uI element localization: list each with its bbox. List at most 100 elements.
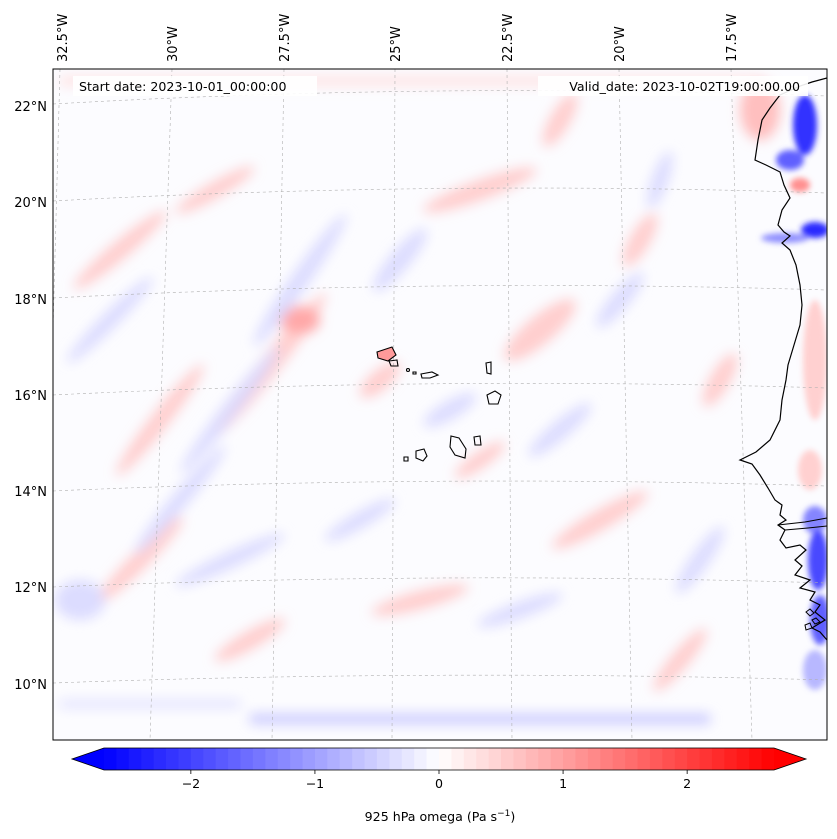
colorbar-cell xyxy=(761,748,775,770)
colorbar-cell xyxy=(575,748,589,770)
african-coastline xyxy=(738,77,827,641)
wave-band-negative xyxy=(55,151,725,628)
lon-label: 22.5°W xyxy=(501,14,516,62)
colorbar-cell xyxy=(563,748,576,770)
longitude-labels: 32.5°W 30°W 27.5°W 25°W 22.5°W 20°W 17.5… xyxy=(56,14,740,62)
colorbar-cell xyxy=(625,748,638,770)
island-sal xyxy=(485,361,492,375)
colorbar-cell xyxy=(290,748,303,770)
gridlines xyxy=(53,69,827,740)
colorbar-cell xyxy=(687,748,700,770)
colorbar-cell xyxy=(414,748,427,770)
lon-label: 17.5°W xyxy=(725,14,740,62)
colorbar-cell xyxy=(265,748,279,770)
colorbar-cell xyxy=(401,748,415,770)
lat-label: 20°N xyxy=(14,196,47,211)
start-date-box: Start date: 2023-10-01_00:00:00 xyxy=(73,76,317,96)
lon-label: 25°W xyxy=(389,26,404,62)
colorbar-cell xyxy=(215,748,229,770)
colorbar-cell xyxy=(116,748,130,770)
colorbar-outline xyxy=(70,747,808,771)
colorbar-cell xyxy=(538,748,552,770)
colorbar-cell xyxy=(252,748,266,770)
colorbar-cell xyxy=(513,748,527,770)
map-panel: Start date: 2023-10-01_00:00:00 Valid_da… xyxy=(53,69,827,740)
colorbar-cell xyxy=(724,748,738,770)
colorbar-cell xyxy=(600,748,614,770)
colorbar-cell xyxy=(426,748,440,770)
colorbar-cell xyxy=(352,748,365,770)
colorbar-cell xyxy=(439,748,452,770)
coast-gambia-inlet xyxy=(777,517,827,531)
colorbar-ticks: −2 −1 0 1 2 xyxy=(182,770,691,791)
colorbar-cell xyxy=(339,748,353,770)
colorbar-tick-label: −2 xyxy=(182,776,201,791)
wave-band-positive xyxy=(73,80,780,692)
colorbar-cell xyxy=(314,748,328,770)
colorbar-cell xyxy=(662,748,676,770)
colorbar-cell xyxy=(277,748,291,770)
colorbar-cell xyxy=(749,748,762,770)
colorbar-cell xyxy=(488,748,502,770)
island-boa-vista xyxy=(486,390,502,405)
latitude-labels: 22°N 20°N 18°N 16°N 14°N 12°N 10°N xyxy=(14,100,47,693)
colorbar-cell xyxy=(128,748,142,770)
colorbar-tick-label: −1 xyxy=(306,776,325,791)
colorbar-cell xyxy=(376,748,390,770)
colorbar-cell xyxy=(699,748,713,770)
colorbar-cell xyxy=(240,748,254,770)
colorbar-cell xyxy=(612,748,626,770)
colorbar-tick-label: 2 xyxy=(683,776,691,791)
valid-date-label: Valid_date: 2023-10-02T19:00:00.00 xyxy=(569,79,800,94)
colorbar-cell xyxy=(389,748,403,770)
lon-label: 32.5°W xyxy=(56,14,71,62)
colorbar-cell xyxy=(364,748,378,770)
colorbar-cell xyxy=(587,748,601,770)
lon-label: 27.5°W xyxy=(278,14,293,62)
lat-label: 12°N xyxy=(14,581,47,596)
colorbar-extend-min xyxy=(72,748,104,770)
map-frame xyxy=(52,68,828,741)
omega-field xyxy=(55,76,780,724)
start-date-label: Start date: 2023-10-01_00:00:00 xyxy=(79,79,286,94)
island-santo-antao xyxy=(376,346,397,362)
colorbar-cell xyxy=(327,748,341,770)
coastal-signal xyxy=(761,95,827,690)
lat-label: 14°N xyxy=(14,485,47,500)
colorbar-cell xyxy=(104,748,117,770)
island-maio xyxy=(473,435,482,446)
colorbar-tick-label: 1 xyxy=(559,776,567,791)
colorbar-cell xyxy=(302,748,316,770)
colorbar-cell xyxy=(525,748,539,770)
colorbar-extend-max xyxy=(774,748,806,770)
colorbar-cell xyxy=(711,748,725,770)
island-brava xyxy=(403,456,409,462)
colorbar-cell xyxy=(501,748,514,770)
colorbar-cell xyxy=(203,748,217,770)
colorbar-cell xyxy=(637,748,651,770)
colorbar-label: 925 hPa omega (Pa s−1) xyxy=(365,809,516,824)
colorbar-cell xyxy=(476,748,490,770)
lat-label: 10°N xyxy=(14,678,47,693)
colorbar-cell xyxy=(178,748,192,770)
lat-label: 18°N xyxy=(14,293,47,308)
coast-bijagos xyxy=(804,608,821,631)
lon-label: 20°W xyxy=(613,26,628,62)
cape-verde-islands xyxy=(376,346,502,462)
colorbar-cell xyxy=(463,748,477,770)
island-sao-nicolau xyxy=(420,371,440,379)
lat-label: 22°N xyxy=(14,100,47,115)
valid-date-box: Valid_date: 2023-10-02T19:00:00.00 xyxy=(538,76,808,96)
colorbar-cell xyxy=(153,748,167,770)
colorbar-cell xyxy=(649,748,663,770)
colorbar-cell xyxy=(228,748,241,770)
colorbar-cell xyxy=(141,748,155,770)
colorbar-cell xyxy=(674,748,688,770)
colorbar-cell xyxy=(166,748,179,770)
colorbar-cell xyxy=(451,748,465,770)
colorbar-tick-label: 0 xyxy=(435,776,443,791)
lon-label: 30°W xyxy=(166,26,181,62)
colorbar: −2 −1 0 1 2 925 hPa omega (Pa s−1) xyxy=(70,747,808,824)
boundary-strip-south xyxy=(250,714,710,724)
island-fogo xyxy=(415,448,428,462)
